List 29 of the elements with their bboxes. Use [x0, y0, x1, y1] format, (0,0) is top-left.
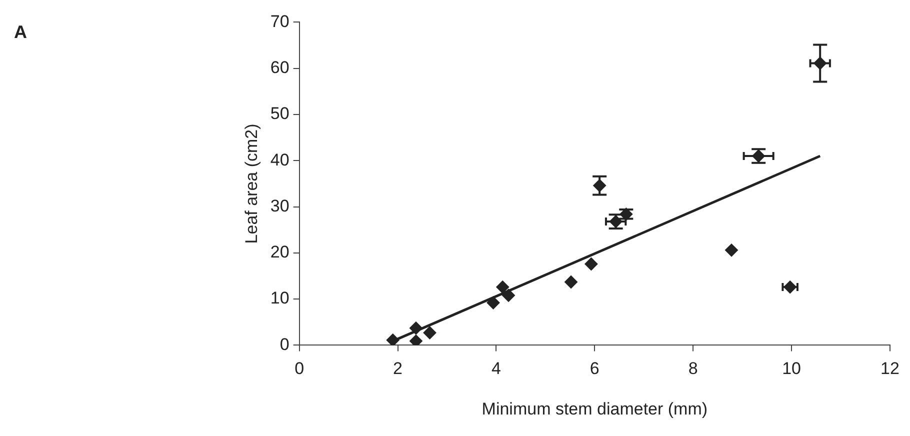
y-axis-title: Leaf area (cm2) — [242, 124, 261, 244]
y-tick-label: 30 — [270, 196, 290, 216]
point — [496, 280, 510, 294]
x-tick-label: 12 — [880, 359, 900, 378]
y-tick-label: 40 — [270, 150, 290, 170]
x-tick-label: 4 — [491, 359, 501, 378]
point — [584, 257, 598, 270]
point — [409, 322, 422, 335]
y-tick-label: 10 — [270, 288, 290, 308]
y-tick-label: 60 — [270, 58, 290, 78]
y-tick-label: 50 — [270, 104, 290, 124]
x-tick-label: 0 — [294, 359, 304, 378]
x-tick-label: 2 — [393, 359, 402, 378]
point — [386, 334, 400, 346]
y-tick-label: 20 — [270, 242, 290, 262]
point — [486, 296, 500, 310]
text: A — [14, 22, 27, 43]
point — [564, 275, 578, 288]
point — [725, 244, 738, 257]
y-tick-label: 70 — [270, 12, 290, 31]
point — [502, 288, 516, 302]
y-tick-label: 0 — [280, 334, 290, 354]
x-tick-label: 10 — [782, 359, 802, 378]
point — [409, 334, 422, 346]
x-tick-label: 8 — [688, 359, 698, 378]
x-axis-title: Minimum stem diameter (mm) — [482, 399, 708, 418]
x-tick-label: 6 — [590, 359, 600, 378]
point — [423, 326, 436, 340]
point — [814, 56, 827, 70]
